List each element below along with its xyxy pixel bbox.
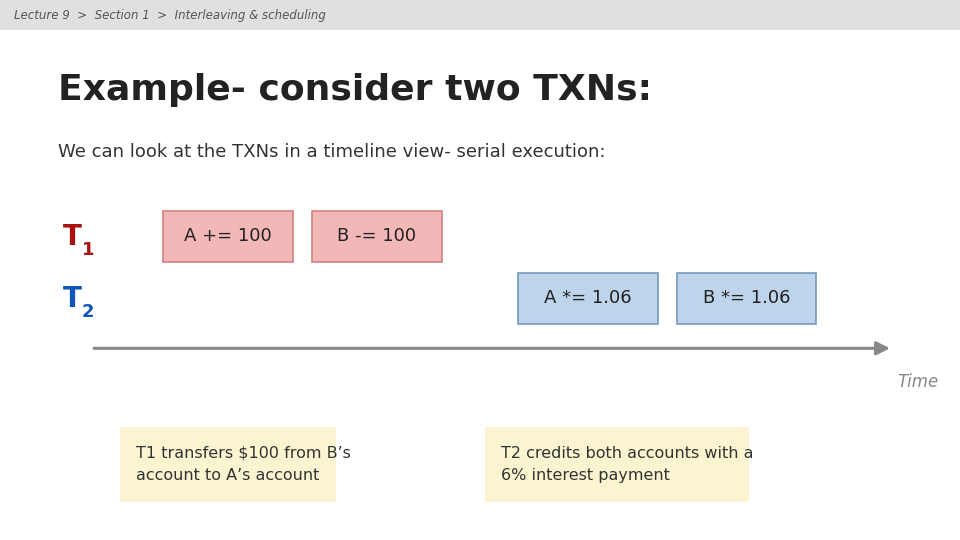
- Text: 2: 2: [82, 303, 94, 321]
- Text: Example- consider two TXNs:: Example- consider two TXNs:: [58, 73, 652, 107]
- Text: We can look at the TXNs in a timeline view- serial execution:: We can look at the TXNs in a timeline vi…: [58, 143, 605, 161]
- Text: T: T: [62, 285, 82, 313]
- Text: 1: 1: [82, 241, 94, 259]
- Text: T2 credits both accounts with a
6% interest payment: T2 credits both accounts with a 6% inter…: [501, 446, 754, 483]
- Text: B -= 100: B -= 100: [337, 227, 417, 245]
- Text: T: T: [62, 222, 82, 251]
- Text: B *= 1.06: B *= 1.06: [703, 289, 790, 307]
- Text: Lecture 9  >  Section 1  >  Interleaving & scheduling: Lecture 9 > Section 1 > Interleaving & s…: [14, 9, 326, 22]
- Text: Time: Time: [898, 373, 939, 390]
- Text: A += 100: A += 100: [184, 227, 272, 245]
- Text: A *= 1.06: A *= 1.06: [544, 289, 632, 307]
- Text: T1 transfers $100 from B’s
account to A’s account: T1 transfers $100 from B’s account to A’…: [136, 446, 351, 483]
